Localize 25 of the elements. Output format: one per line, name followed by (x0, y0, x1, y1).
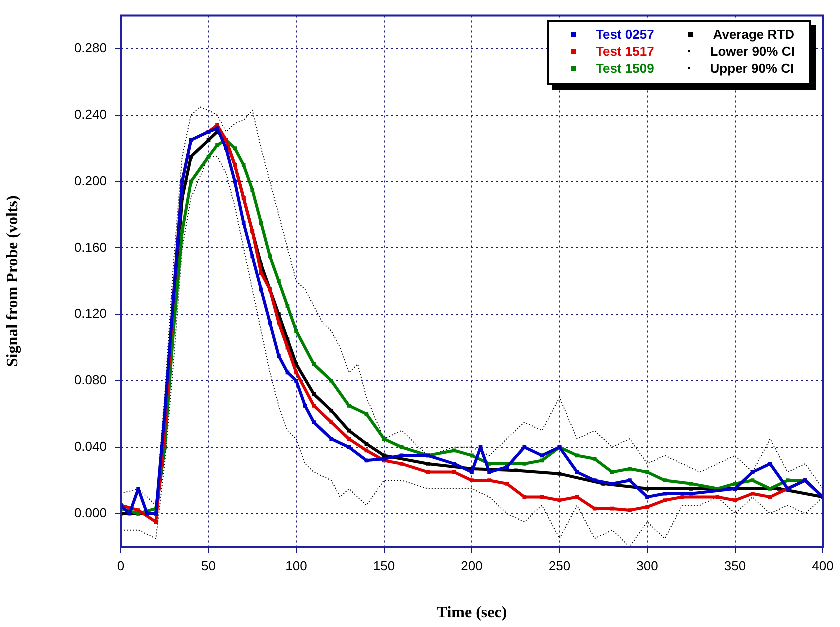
legend-label: Lower 90% CI (710, 42, 795, 60)
y-tick-label: 0.000 (74, 505, 107, 520)
y-axis-title: Signal from Probe (volts) (4, 196, 22, 368)
y-tick-label: 0.040 (74, 438, 107, 454)
y-tick-label: 0.120 (74, 306, 107, 322)
x-axis-title: Time (sec) (436, 604, 508, 622)
x-tick-label: 400 (812, 558, 834, 574)
y-tick-label: 0.200 (74, 173, 107, 188)
x-tick-label: 50 (202, 558, 216, 574)
y-tick-label: 0.080 (74, 372, 107, 388)
x-tick-label: 250 (548, 558, 571, 574)
x-tick-label: 300 (636, 558, 658, 574)
legend-label: Test 1517 (596, 42, 654, 60)
legend-label: Test 1509 (596, 60, 654, 77)
y-tick-label: 0.160 (74, 240, 107, 255)
legend-label: Upper 90% CI (710, 60, 794, 77)
legend-label: Test 0257 (596, 26, 654, 43)
y-tick-label: 0.280 (74, 40, 107, 56)
x-tick-label: 350 (724, 558, 746, 574)
x-tick-label: 200 (461, 558, 483, 574)
legend-label: Average RTD (713, 26, 794, 43)
x-tick-label: 0 (117, 558, 125, 574)
y-tick-label: 0.240 (74, 106, 107, 122)
x-tick-label: 150 (373, 558, 396, 574)
x-tick-label: 100 (286, 558, 308, 574)
